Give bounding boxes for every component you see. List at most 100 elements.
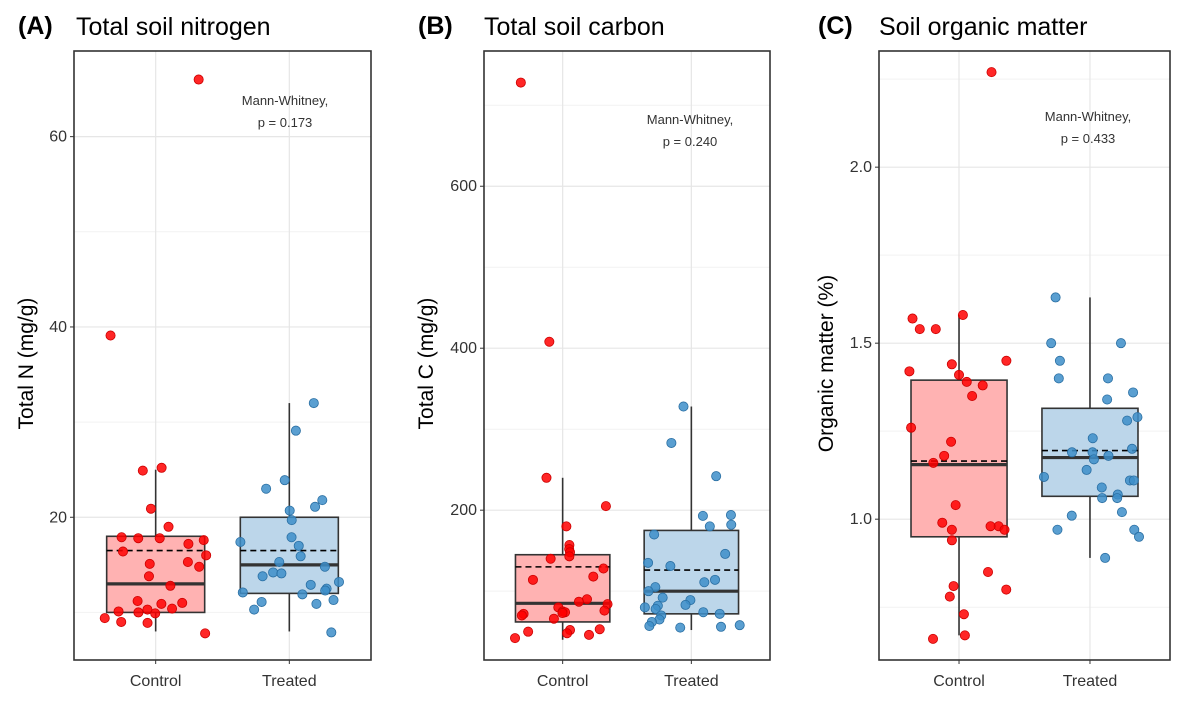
data-point-treated	[1096, 482, 1107, 493]
data-point-control	[516, 610, 527, 621]
data-point-treated	[295, 551, 306, 562]
data-point-treated	[261, 483, 272, 494]
data-point-treated	[714, 608, 725, 619]
data-point-control	[562, 628, 573, 639]
data-point-control	[198, 535, 209, 546]
data-point-control	[588, 571, 599, 582]
data-point-treated	[256, 596, 267, 607]
y-axis-label: Total N (mg/g)	[15, 298, 38, 430]
data-point-treated	[249, 604, 260, 615]
stat-annotation: Mann-Whitney,	[647, 112, 733, 127]
data-point-treated	[268, 567, 279, 578]
data-point-treated	[1102, 373, 1113, 384]
data-point-treated	[1097, 493, 1108, 504]
y-tick-label: 1.5	[850, 335, 872, 352]
data-point-control	[99, 613, 110, 624]
y-tick-label: 60	[49, 129, 67, 146]
stat-annotation: p = 0.173	[258, 115, 313, 130]
data-point-control	[523, 626, 534, 637]
data-point-control	[985, 521, 996, 532]
panel-tag: (B)	[418, 12, 453, 40]
y-tick-label: 20	[49, 509, 67, 526]
data-point-treated	[1046, 338, 1057, 349]
data-point-treated	[311, 598, 322, 609]
data-point-treated	[725, 510, 736, 521]
data-point-treated	[1066, 510, 1077, 521]
data-point-treated	[297, 589, 308, 600]
box-control	[910, 379, 1008, 538]
data-point-treated	[1102, 394, 1113, 405]
data-point-control	[598, 563, 609, 574]
y-tick-label: 40	[49, 319, 67, 336]
data-point-control	[132, 596, 143, 607]
data-point-control	[600, 501, 611, 512]
data-point-control	[906, 422, 917, 433]
data-point-control	[930, 324, 941, 335]
data-point-treated	[726, 519, 737, 530]
data-point-control	[544, 336, 555, 347]
data-point-control	[143, 571, 154, 582]
data-point-treated	[310, 501, 321, 512]
data-point-treated	[1132, 412, 1143, 423]
data-point-control	[193, 74, 204, 85]
data-point-treated	[1100, 552, 1111, 563]
data-point-control	[541, 472, 552, 483]
data-point-control	[548, 613, 559, 624]
data-point-control	[599, 605, 610, 616]
data-point-treated	[644, 620, 655, 631]
data-point-control	[977, 380, 988, 391]
data-point-treated	[286, 532, 297, 543]
data-point-treated	[305, 579, 316, 590]
x-tick-label: Treated	[1063, 673, 1118, 690]
data-point-treated	[643, 557, 654, 568]
data-point-control	[904, 366, 915, 377]
y-axis-label: Organic matter (%)	[815, 275, 838, 452]
data-point-control	[167, 603, 178, 614]
data-point-control	[116, 616, 127, 627]
data-point-control	[117, 546, 128, 557]
chart-panel-3: (C) Soil organic matter 1.0 1.5 2.0 Control Tr…	[815, 12, 1171, 690]
data-point-treated	[704, 521, 715, 532]
y-tick-label: 200	[450, 502, 477, 519]
data-point-control	[986, 67, 997, 78]
y-tick-label: 2.0	[850, 159, 872, 176]
data-point-control	[967, 390, 978, 401]
data-point-control	[137, 465, 148, 476]
data-point-treated	[680, 599, 691, 610]
data-point-treated	[1115, 338, 1126, 349]
data-point-treated	[1127, 443, 1138, 454]
data-point-control	[1001, 584, 1012, 595]
data-point-treated	[1116, 507, 1127, 518]
data-point-treated	[698, 607, 709, 618]
data-point-control	[594, 624, 605, 635]
data-point-treated	[649, 529, 660, 540]
data-point-control	[116, 532, 127, 543]
data-point-treated	[1066, 447, 1077, 458]
stat-annotation: Mann-Whitney,	[242, 93, 328, 108]
panel-border	[73, 50, 372, 661]
x-tick-label: Control	[933, 673, 985, 690]
data-point-control	[573, 596, 584, 607]
data-point-treated	[665, 561, 676, 572]
data-point-treated	[716, 621, 727, 632]
panel-border	[878, 50, 1171, 661]
data-point-control	[201, 550, 212, 561]
data-point-control	[163, 521, 174, 532]
x-tick-label: Treated	[664, 673, 719, 690]
x-tick-label: Treated	[262, 673, 317, 690]
data-point-treated	[333, 576, 344, 587]
panel-tag: (C)	[818, 12, 853, 40]
data-point-treated	[276, 568, 287, 579]
data-point-control	[510, 633, 521, 644]
data-point-control	[950, 500, 961, 511]
data-point-control	[928, 633, 939, 644]
data-point-treated	[1122, 415, 1133, 426]
data-point-control	[944, 591, 955, 602]
data-point-treated	[308, 398, 319, 409]
data-point-treated	[235, 537, 246, 548]
data-point-control	[954, 369, 965, 380]
data-point-treated	[1128, 387, 1139, 398]
data-point-control	[145, 503, 156, 514]
y-tick-label: 400	[450, 340, 477, 357]
